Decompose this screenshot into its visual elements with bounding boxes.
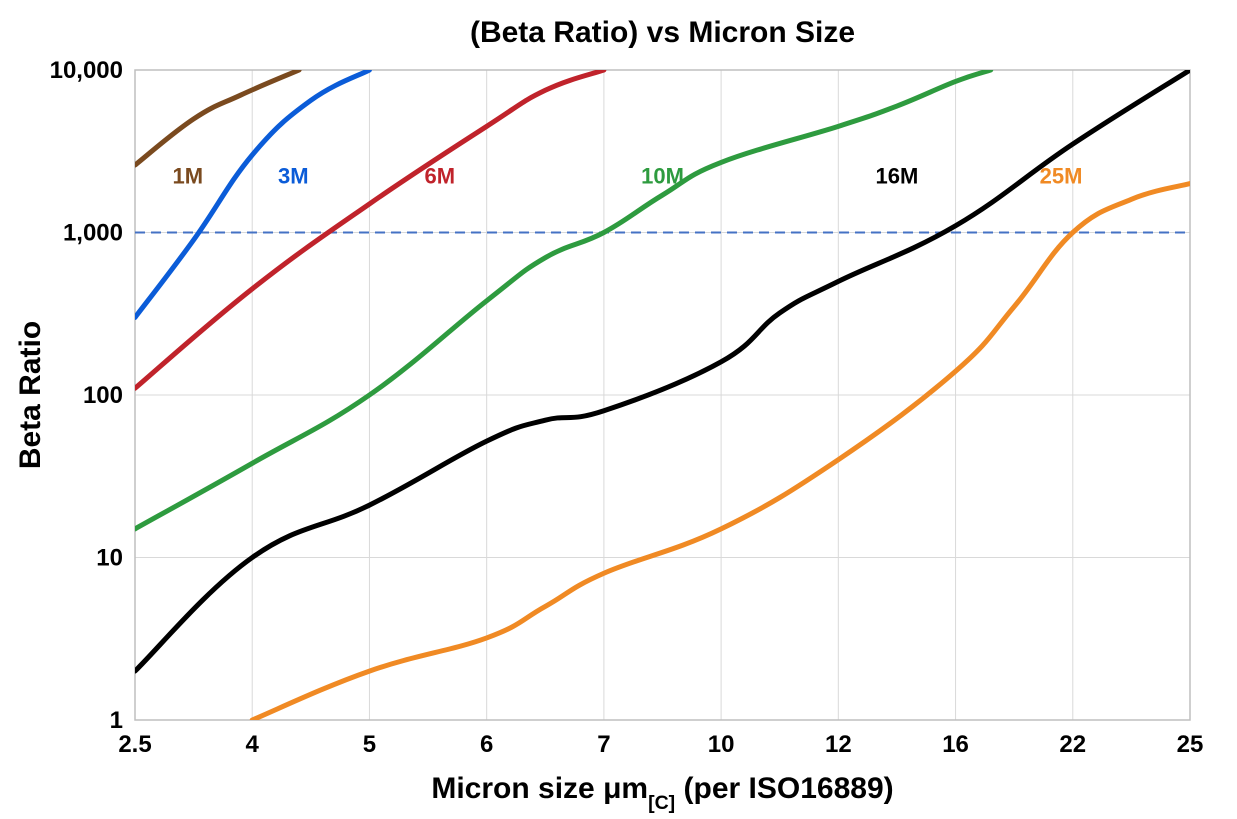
x-tick-label: 5 xyxy=(363,731,376,758)
y-tick-label: 10 xyxy=(96,545,123,572)
x-tick-label: 22 xyxy=(1059,731,1086,758)
x-tick-label: 12 xyxy=(825,731,852,758)
x-tick-label: 10 xyxy=(708,731,735,758)
y-axis-title: Beta Ratio xyxy=(14,321,47,469)
beta-ratio-chart: 1M 3M 6M 10M 16M 25M 2.5 4 5 6 7 10 12 16 22 25 1 10 100 1,… xyxy=(0,0,1237,819)
series-label-6m: 6M xyxy=(424,164,455,189)
x-tick-label: 16 xyxy=(942,731,969,758)
series-label-10m: 10M xyxy=(641,164,684,189)
y-tick-label: 1,000 xyxy=(63,220,123,247)
x-axis-title: Micron size μm[C] (per ISO16889) xyxy=(431,772,893,814)
x-tick-label: 6 xyxy=(480,731,493,758)
x-tick-label: 2.5 xyxy=(118,731,151,758)
chart-title: (Beta Ratio) vs Micron Size xyxy=(470,16,855,49)
chart-container: 1M 3M 6M 10M 16M 25M 2.5 4 5 6 7 10 12 16 22 25 1 10 100 1,… xyxy=(0,0,1237,819)
y-tick-label: 10,000 xyxy=(50,57,123,84)
series-label-25m: 25M xyxy=(1040,164,1083,189)
x-tick-label: 7 xyxy=(597,731,610,758)
y-tick-label: 100 xyxy=(83,382,123,409)
x-axis-title-subscript: [C] xyxy=(648,792,675,814)
series-label-1m: 1M xyxy=(172,164,203,189)
series-label-3m: 3M xyxy=(278,164,309,189)
x-tick-label: 4 xyxy=(246,731,260,758)
series-label-16m: 16M xyxy=(876,164,919,189)
x-axis-title-main: Micron size μm xyxy=(431,772,648,805)
x-tick-label: 25 xyxy=(1177,731,1204,758)
y-tick-label: 1 xyxy=(110,707,123,734)
x-axis-title-suffix: (per ISO16889) xyxy=(675,772,893,805)
